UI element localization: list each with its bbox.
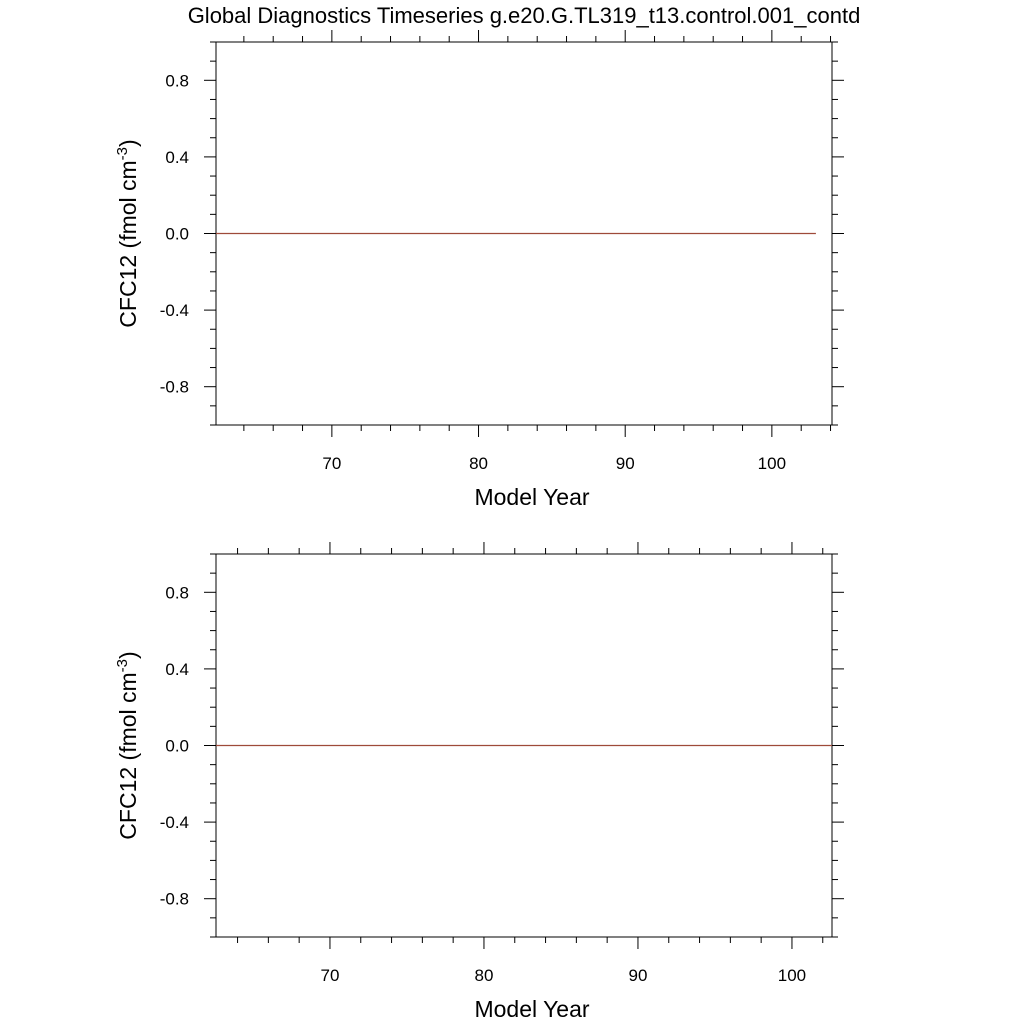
y-tick-label: 0.8 [165,583,189,602]
chart-title: Global Diagnostics Timeseries g.e20.G.TL… [188,3,861,28]
y-tick-label: -0.8 [160,890,189,909]
x-tick-label: 80 [474,966,493,985]
x-tick-label: 90 [628,966,647,985]
x-tick-label: 90 [616,454,635,473]
x-tick-label: 70 [322,454,341,473]
y-tick-label: -0.4 [160,813,189,832]
y-tick-label: 0.4 [165,148,189,167]
top-panel: 0.8 0.4 0.0 -0.4 -0.8 70 80 90 100 Model Year CFC1… [114,30,844,510]
x-axis-label: Model Year [474,996,589,1022]
x-tick-label: 100 [778,966,806,985]
y-axis-label: CFC12 (fmol cm-3) [114,139,141,327]
y-axis-label: CFC12 (fmol cm-3) [114,651,141,839]
x-axis-label: Model Year [474,484,589,510]
x-tick-label: 100 [758,454,786,473]
y-tick-label: -0.4 [160,301,189,320]
y-tick-label: 0.0 [165,737,189,756]
y-tick-label: 0.4 [165,660,189,679]
x-tick-label: 80 [469,454,488,473]
x-tick-label: 70 [320,966,339,985]
bottom-panel: 0.8 0.4 0.0 -0.4 -0.8 70 80 90 100 Model Year CFC1… [114,542,844,1022]
y-tick-label: 0.0 [165,225,189,244]
y-tick-label: -0.8 [160,378,189,397]
y-tick-label: 0.8 [165,71,189,90]
